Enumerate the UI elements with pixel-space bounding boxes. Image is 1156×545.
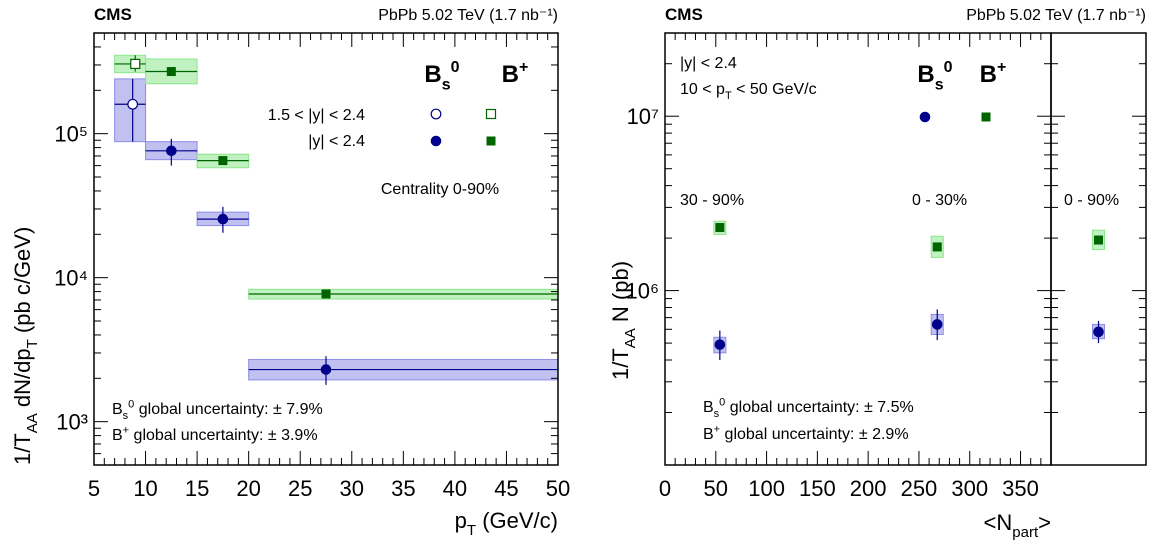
right-axis-ticks (664, 32, 1146, 466)
y-tick-label: 10³ (56, 410, 88, 435)
y-axis-label: 1/TAA N (pb) (608, 261, 639, 380)
marker-circle (217, 213, 229, 225)
y-tick-label: 10⁴ (54, 266, 88, 291)
marker-square (218, 156, 228, 166)
selection-pt: 10 < pT < 50 GeV/c (680, 81, 817, 102)
right-header-dataset: PbPb 5.02 TeV (1.7 nb⁻¹) (966, 7, 1146, 24)
marker-square (715, 223, 725, 233)
column-header-bplus: B+​ (502, 59, 529, 88)
integrated-plot-frame (1050, 32, 1147, 466)
right-panel: CMS PbPb 5.02 TeV (1.7 nb⁻¹) 0 50 100 150 20… (608, 5, 1147, 541)
column-header-bs: Bs0​ (917, 59, 952, 94)
marker-square (321, 289, 331, 299)
left-plot-frame (93, 32, 559, 466)
centrality-label-central: 0 - 30% (912, 192, 967, 209)
marker-square (932, 242, 942, 252)
x-axis-label: <Npart> (984, 510, 1051, 541)
legend-row-central: |y| < 2.4 (308, 133, 365, 150)
x-tick-label: 350 (1002, 476, 1039, 501)
right-header-cms: CMS (665, 5, 703, 24)
x-tick-label: 5 (88, 476, 100, 501)
legend-row-forward: 1.5 < |y| < 2.4 (268, 107, 365, 124)
x-tick-label: 200 (850, 476, 887, 501)
y-tick-label: 10⁶ (625, 279, 659, 304)
x-tick-label: 20 (236, 476, 260, 501)
marker-circle (320, 364, 332, 375)
centrality-label-integrated: 0 - 90% (1064, 192, 1119, 209)
column-header-bplus: B+​ (980, 59, 1007, 88)
x-tick-label: 0 (659, 476, 671, 501)
x-tick-label: 150 (799, 476, 836, 501)
x-tick-label: 40 (443, 476, 467, 501)
marker-circle (919, 111, 931, 123)
right-syst-boxes (713, 220, 1105, 354)
x-tick-label: 15 (185, 476, 209, 501)
marker-open-circle (430, 108, 442, 120)
x-tick-label: 45 (494, 476, 518, 501)
marker-circle (1093, 326, 1104, 338)
right-annotations: 0 50 100 150 200 250 300 350 10⁶ 10⁷ <Npart> 1/TAA … (608, 55, 1119, 541)
marker-circle (166, 145, 177, 157)
left-annotations: 5 10 15 20 25 30 35 40 45 50 10³ 10⁴ 10⁵ pT (GeV/c) 1/… (10, 59, 570, 539)
left-header-dataset: PbPb 5.02 TeV (1.7 nb⁻¹) (378, 7, 558, 24)
x-tick-label: 30 (340, 476, 364, 501)
y-tick-label: 10⁷ (627, 104, 659, 129)
left-data-marks (114, 55, 558, 385)
x-tick-label: 25 (288, 476, 312, 501)
marker-open-circle (127, 98, 139, 110)
selection-rapidity: |y| < 2.4 (680, 55, 737, 72)
column-header-bs: Bs0​ (424, 59, 459, 94)
syst-box (114, 78, 147, 143)
marker-square (486, 136, 496, 146)
x-tick-label: 35 (391, 476, 415, 501)
left-axis-ticks (93, 32, 559, 466)
x-tick-label: 250 (901, 476, 938, 501)
x-axis-label: pT (GeV/c) (455, 508, 558, 539)
x-tick-label: 10 (133, 476, 157, 501)
centrality-label-peripheral: 30 - 90% (680, 192, 744, 209)
global-uncertainty-bplus: B+ global uncertainty: ± 3.9% (112, 424, 318, 444)
left-syst-boxes (114, 54, 559, 381)
x-tick-label: 300 (951, 476, 988, 501)
x-tick-label: 50 (546, 476, 570, 501)
marker-square (981, 112, 991, 122)
x-tick-label: 100 (748, 476, 785, 501)
global-uncertainty-bs: Bs0 global uncertainty: ± 7.9% (112, 398, 323, 422)
marker-open-square (485, 108, 497, 120)
centrality-annotation: Centrality 0-90% (381, 181, 499, 198)
y-axis-label: 1/TAA dN/dpT (pb c/GeV) (10, 227, 41, 465)
marker-square (1094, 235, 1103, 245)
marker-circle (714, 339, 726, 350)
marker-open-square (130, 58, 141, 70)
marker-circle (430, 135, 442, 147)
marker-square (166, 67, 176, 77)
marker-circle (931, 319, 943, 330)
x-tick-label: 50 (704, 476, 728, 501)
global-uncertainty-bplus: B+ global uncertainty: ± 2.9% (703, 423, 909, 443)
y-tick-label: 10⁵ (54, 122, 88, 147)
right-data-marks (714, 223, 1104, 361)
global-uncertainty-bs: Bs0 global uncertainty: ± 7.5% (703, 396, 914, 420)
left-header-cms: CMS (94, 5, 132, 24)
left-panel: CMS PbPb 5.02 TeV (1.7 nb⁻¹) 5 10 15 20 25 30… (10, 5, 570, 539)
